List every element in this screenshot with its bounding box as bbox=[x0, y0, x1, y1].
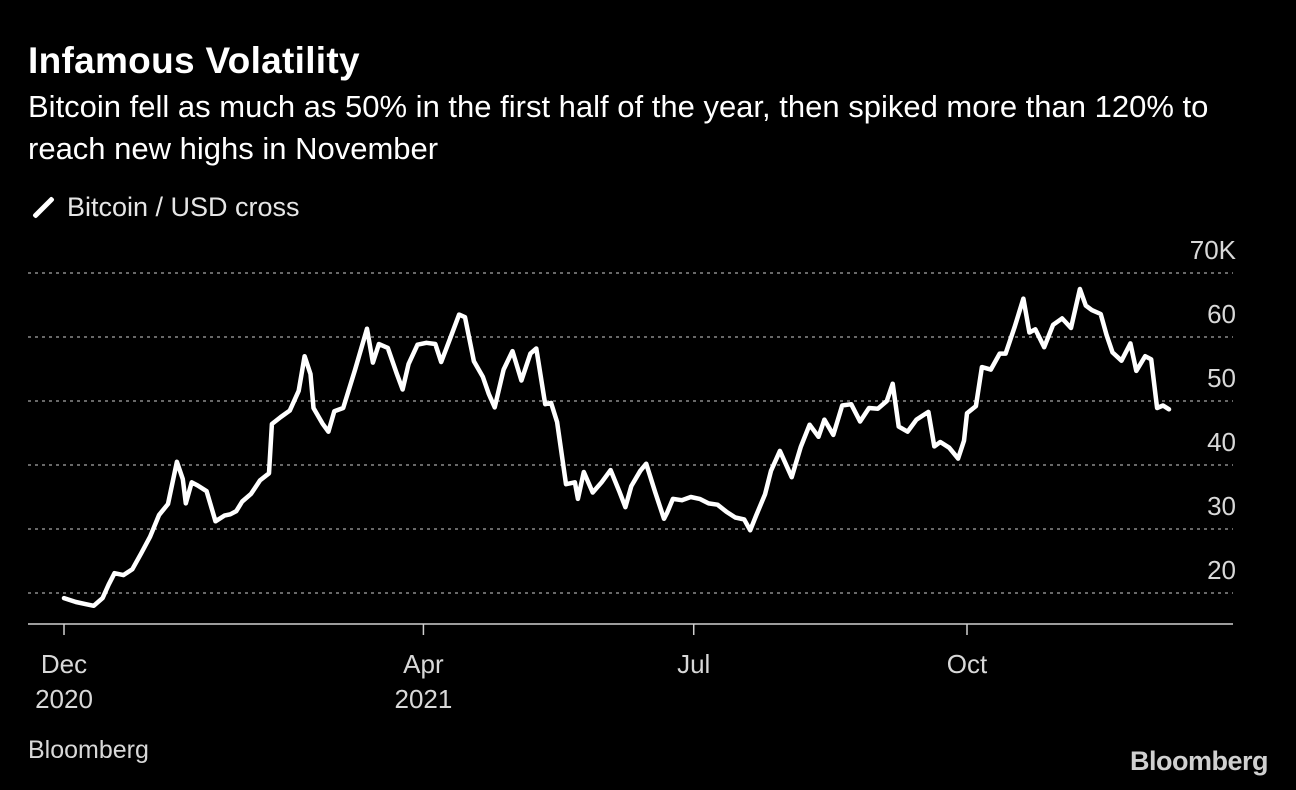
legend: Bitcoin / USD cross bbox=[30, 192, 300, 223]
x-tick-label: Oct bbox=[947, 649, 988, 679]
x-tick-year-label: 2020 bbox=[35, 684, 93, 714]
y-tick-label: 30 bbox=[1207, 491, 1236, 521]
y-tick-label: 70K bbox=[1190, 235, 1237, 265]
y-tick-label: 20 bbox=[1207, 555, 1236, 585]
source-note: Bloomberg bbox=[28, 736, 149, 764]
chart-subtitle: Bitcoin fell as much as 50% in the first… bbox=[28, 89, 1209, 166]
x-tick-label: Dec bbox=[41, 649, 87, 679]
y-tick-label: 60 bbox=[1207, 299, 1236, 329]
bloomberg-logo: Bloomberg bbox=[1129, 746, 1269, 776]
x-tick-label: Apr bbox=[403, 649, 444, 679]
x-tick-label: Jul bbox=[677, 649, 710, 679]
bitcoin-price-line bbox=[61, 286, 1172, 609]
y-tick-label: 50 bbox=[1207, 363, 1236, 393]
x-tick-year-label: 2021 bbox=[394, 684, 452, 714]
legend-label: Bitcoin / USD cross bbox=[67, 192, 300, 222]
y-tick-label: 40 bbox=[1207, 427, 1236, 457]
chart-title: Infamous Volatility bbox=[28, 40, 360, 81]
